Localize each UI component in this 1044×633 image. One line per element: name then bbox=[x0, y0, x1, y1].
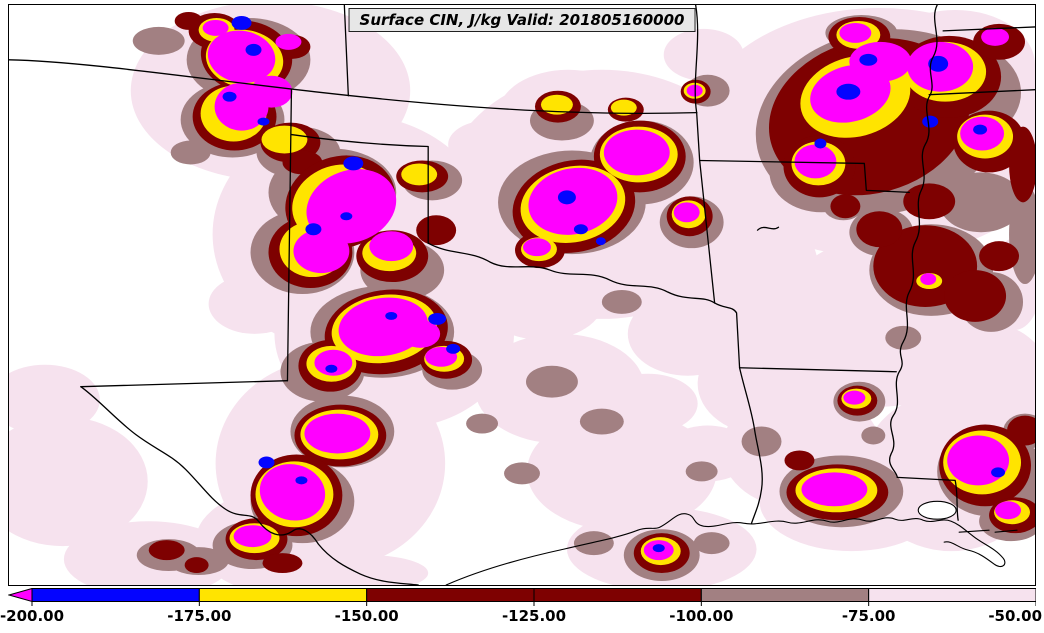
contour-layer-cin-lt-200 bbox=[202, 19, 1022, 561]
colorbar-extend-arrow bbox=[7, 587, 33, 603]
colorbar-segment bbox=[700, 588, 870, 602]
border-ms-tn bbox=[928, 89, 1035, 96]
map-frame: Surface CIN, J/kg Valid: 201805160000 bbox=[8, 4, 1036, 586]
border-mo-ar bbox=[699, 159, 910, 194]
border-ks-mo bbox=[694, 5, 699, 114]
border-ok-ar bbox=[699, 159, 716, 304]
weather-map-canvas bbox=[9, 5, 1035, 585]
border-ar-la bbox=[738, 367, 897, 373]
border-nm-tx-32n bbox=[80, 380, 289, 388]
colorbar-segment bbox=[868, 588, 1037, 602]
barrier-islands bbox=[958, 529, 1018, 533]
coastline bbox=[445, 500, 1018, 585]
colorbar-segment bbox=[198, 588, 368, 602]
colorbar-segment bbox=[366, 588, 535, 602]
border-red-river bbox=[427, 242, 716, 304]
colorbar-labels: -200.00 -175.00 -150.00 -125.00 -100.00 -75.0… bbox=[0, 607, 1042, 627]
border-tx-la-sabine bbox=[738, 367, 763, 524]
colorbar-tick-label: -175.00 bbox=[167, 607, 232, 625]
border-ok-panhandle-tx bbox=[290, 133, 429, 244]
border-37N bbox=[9, 59, 698, 115]
colorbar bbox=[7, 587, 1037, 607]
contour-layer-cin-200-175 bbox=[222, 15, 1006, 553]
colorbar-segment bbox=[533, 588, 702, 602]
state-boundaries bbox=[9, 5, 1035, 585]
colorbar-tick-label: -150.00 bbox=[334, 607, 399, 625]
colorbar-tick-label: -100.00 bbox=[669, 607, 734, 625]
border-ok-mo bbox=[696, 111, 701, 162]
colorbar-tick-label: -50.00 bbox=[988, 607, 1042, 625]
colorbar-segment bbox=[31, 588, 200, 602]
colorbar-tick-label: -200.00 bbox=[0, 607, 65, 625]
border-nm-tx-103w bbox=[286, 89, 293, 382]
map-title-box: Surface CIN, J/kg Valid: 201805160000 bbox=[348, 8, 696, 32]
colorbar-tick-label: -125.00 bbox=[501, 607, 567, 625]
border-mississippi-river bbox=[889, 5, 938, 479]
border-ky-tn bbox=[942, 26, 1035, 32]
border-rio-grande bbox=[80, 386, 419, 585]
border-tx-ar bbox=[713, 302, 741, 369]
colorbar-svg bbox=[7, 587, 1037, 606]
border-la-ms bbox=[896, 476, 959, 521]
map-title: Surface CIN, J/kg Valid: 201805160000 bbox=[359, 11, 685, 29]
lake-pontchartrain bbox=[917, 500, 957, 520]
colorbar-tick-label: -75.00 bbox=[841, 607, 896, 625]
gulf-coastline bbox=[445, 513, 1006, 585]
border-co-ks bbox=[343, 5, 349, 97]
arkansas-river bbox=[756, 226, 780, 231]
